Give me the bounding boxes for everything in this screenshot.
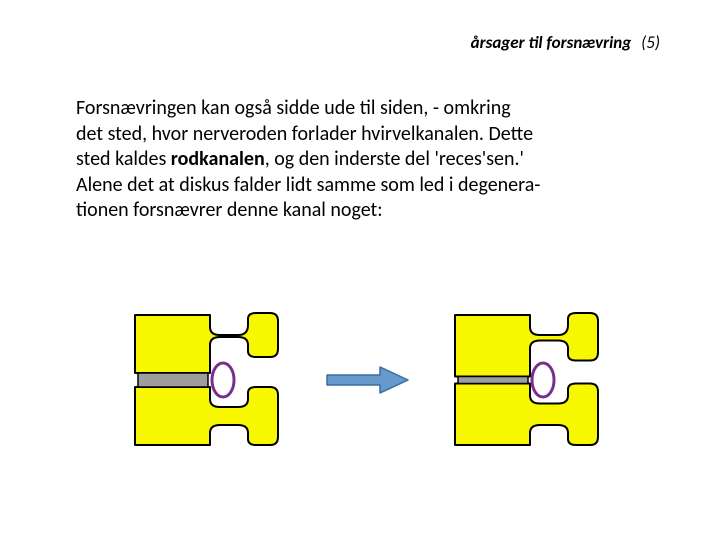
text-line-3a: sted kaldes bbox=[76, 147, 171, 171]
keyword-rodkanalen: rodkanalen bbox=[171, 147, 265, 171]
vertebra-after bbox=[450, 305, 600, 455]
body-paragraph: Forsnævringen kan også sidde ude til sid… bbox=[76, 96, 650, 224]
arrow-icon bbox=[325, 365, 410, 395]
vertebra-before bbox=[130, 305, 280, 455]
slide-header: årsager til forsnævring (5) bbox=[471, 32, 660, 53]
diagram-area bbox=[130, 300, 600, 470]
text-line-2: det sted, hvor nerveroden forlader hvirv… bbox=[76, 122, 533, 146]
text-line-1: Forsnævringen kan også sidde ude til sid… bbox=[76, 96, 511, 120]
header-label: årsager til forsnævring bbox=[471, 32, 632, 53]
header-number: (5) bbox=[641, 32, 660, 53]
text-line-4: Alene det at diskus falder lidt samme so… bbox=[76, 173, 540, 197]
text-line-5: tionen forsnævrer denne kanal noget: bbox=[76, 198, 383, 222]
text-line-3b: , og den inderste del 'reces'sen.' bbox=[265, 147, 524, 171]
